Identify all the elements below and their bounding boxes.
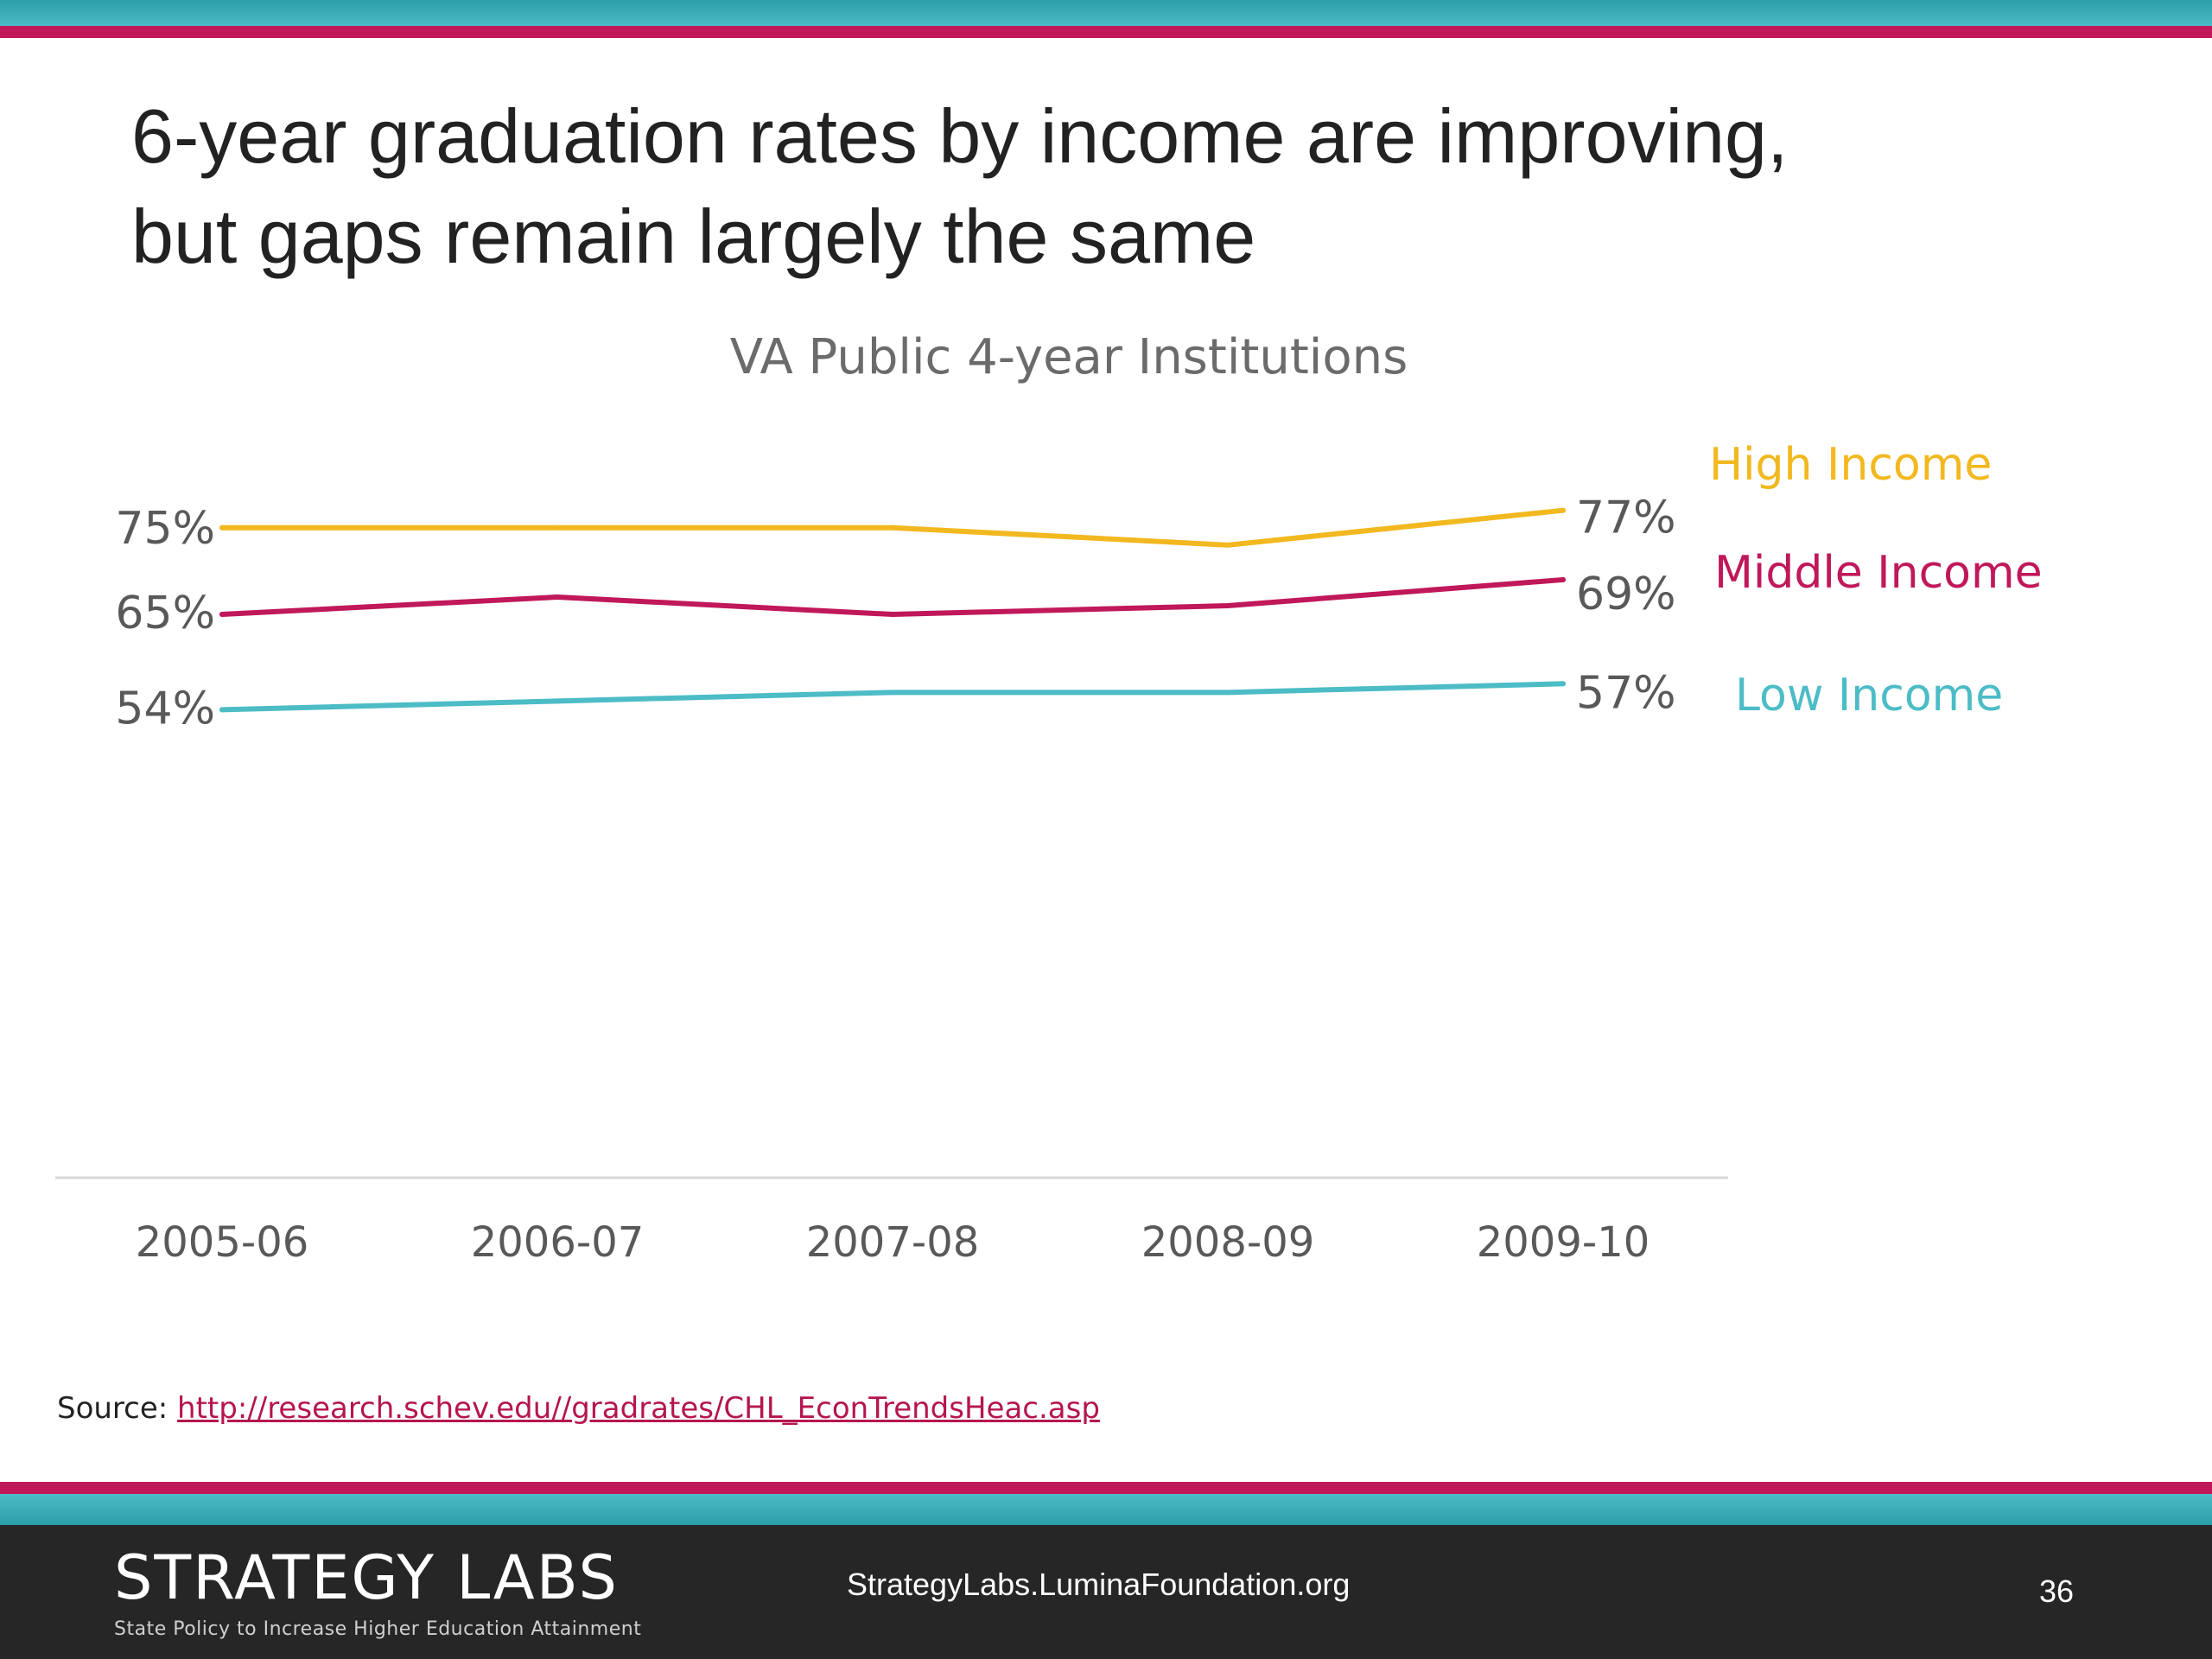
high-income-data-point [1560, 507, 1566, 513]
slide-title-line-1: 6-year graduation rates by income are im… [131, 93, 1789, 179]
top-red-band [0, 26, 2212, 38]
slide-title: 6-year graduation rates by income are im… [131, 86, 2119, 287]
legend-middle-income: Middle Income [1714, 547, 2043, 599]
low-income-data-point [219, 707, 225, 713]
source-link[interactable]: http://research.schev.edu//gradrates/CHL… [177, 1391, 1100, 1426]
low-income-end-label: 57% [1576, 667, 1676, 719]
plot-area: 75% 77% 65% 69% 54% 57% [115, 493, 1675, 735]
x-tick-label: 2007-08 [806, 1218, 980, 1267]
high-income-data-point [1225, 542, 1230, 548]
chart-title: VA Public 4-year Institutions [730, 329, 1408, 385]
x-axis-ticks: 2005-06 2006-07 2007-08 2008-09 2009-10 [136, 1218, 1650, 1267]
legend: High Income Middle Income Low Income [1709, 439, 2043, 721]
footer-tagline: State Policy to Increase Higher Educatio… [114, 1618, 642, 1640]
slide-title-line-2: but gaps remain largely the same [131, 194, 1256, 279]
middle-income-data-point [555, 594, 560, 600]
footer-url[interactable]: StrategyLabs.LuminaFoundation.org [847, 1567, 1351, 1602]
low-income-data-point [1225, 690, 1230, 696]
middle-income-series-line [219, 576, 1566, 618]
middle-income-start-label: 65% [115, 588, 215, 639]
middle-income-end-label: 69% [1576, 569, 1676, 620]
page-number: 36 [2039, 1573, 2075, 1609]
middle-income-data-point [1560, 576, 1566, 582]
source-label: Source: [57, 1391, 168, 1426]
high-income-data-point [890, 524, 895, 531]
x-tick-label: 2008-09 [1141, 1218, 1315, 1267]
low-income-data-point [1560, 681, 1566, 687]
source-note: Source: http://research.schev.edu//gradr… [57, 1391, 1100, 1426]
high-income-data-point [555, 524, 560, 531]
x-tick-label: 2009-10 [1477, 1218, 1650, 1267]
middle-income-data-point [890, 612, 895, 618]
middle-income-data-point [219, 612, 225, 618]
x-tick-label: 2005-06 [136, 1218, 309, 1267]
footer: STRATEGY LABS State Policy to Increase H… [0, 1525, 2212, 1659]
x-tick-label: 2006-07 [471, 1218, 645, 1267]
top-teal-band [0, 0, 2212, 26]
legend-low-income: Low Income [1735, 670, 2003, 721]
footer-brand-logo: STRATEGY LABS [114, 1542, 619, 1613]
line-chart: VA Public 4-year Institutions 75% 77% 65% 6… [55, 329, 2043, 1267]
low-income-data-point [555, 698, 560, 704]
middle-income-data-point [1225, 603, 1230, 609]
high-income-end-label: 77% [1576, 493, 1676, 544]
bottom-teal-band [0, 1494, 2212, 1525]
low-income-start-label: 54% [115, 683, 215, 734]
low-income-series-line [219, 681, 1566, 713]
high-income-start-label: 75% [115, 503, 215, 555]
bottom-red-band [0, 1482, 2212, 1494]
legend-high-income: High Income [1709, 439, 1992, 491]
low-income-data-point [890, 690, 895, 696]
high-income-data-point [219, 524, 225, 531]
